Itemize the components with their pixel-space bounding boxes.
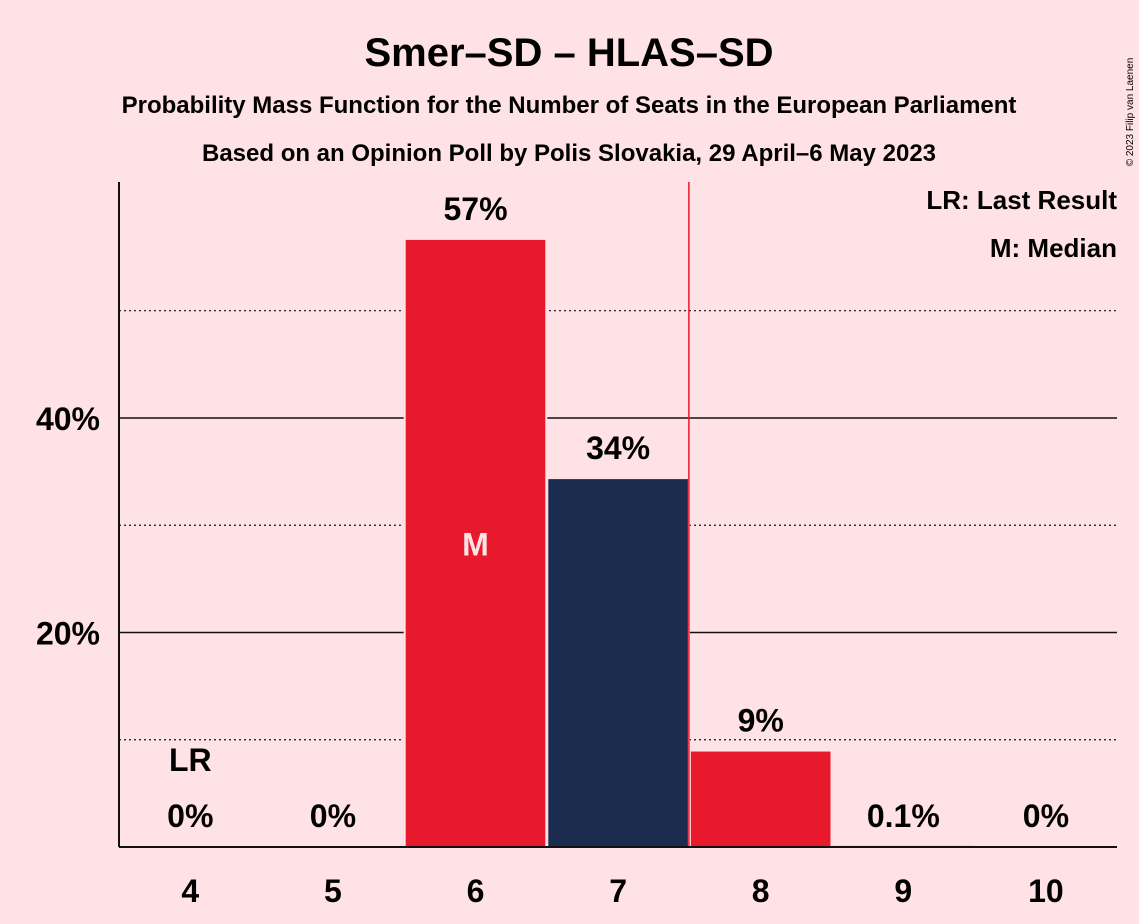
- bar-seats-8: [690, 751, 831, 847]
- data-label: 0.1%: [867, 798, 940, 834]
- y-tick-label: 20%: [36, 615, 100, 651]
- data-label: 9%: [738, 703, 784, 739]
- bar-seats-7: [548, 479, 688, 847]
- bar-seats-6: [405, 239, 546, 847]
- chart-subtitle-source: Based on an Opinion Poll by Polis Slovak…: [202, 140, 936, 167]
- x-tick-label: 6: [467, 873, 485, 909]
- copyright-note: © 2023 Filip van Laenen: [1125, 58, 1136, 167]
- axes: [118, 182, 1117, 848]
- x-tick-label: 4: [181, 873, 199, 909]
- bar-gap: [831, 843, 976, 847]
- median-marker: M: [462, 526, 489, 562]
- bars: [403, 237, 976, 847]
- data-label: 0%: [167, 798, 213, 834]
- x-tick-label: 5: [324, 873, 342, 909]
- legend-last-result: LR: Last Result: [926, 185, 1117, 215]
- y-tick-label: 40%: [36, 401, 100, 437]
- data-label: 0%: [1023, 798, 1069, 834]
- x-tick-label: 10: [1028, 873, 1064, 909]
- data-label: 0%: [310, 798, 356, 834]
- x-tick-label: 7: [609, 873, 627, 909]
- chart-title: Smer–SD – HLAS–SD: [364, 31, 773, 75]
- x-tick-label: 8: [752, 873, 770, 909]
- data-label: 57%: [443, 191, 507, 227]
- legend-median: M: Median: [990, 233, 1117, 263]
- data-label: 34%: [586, 430, 650, 466]
- chart-subtitle: Probability Mass Function for the Number…: [122, 92, 1017, 119]
- x-tick-label: 9: [894, 873, 912, 909]
- last-result-marker: LR: [169, 742, 212, 778]
